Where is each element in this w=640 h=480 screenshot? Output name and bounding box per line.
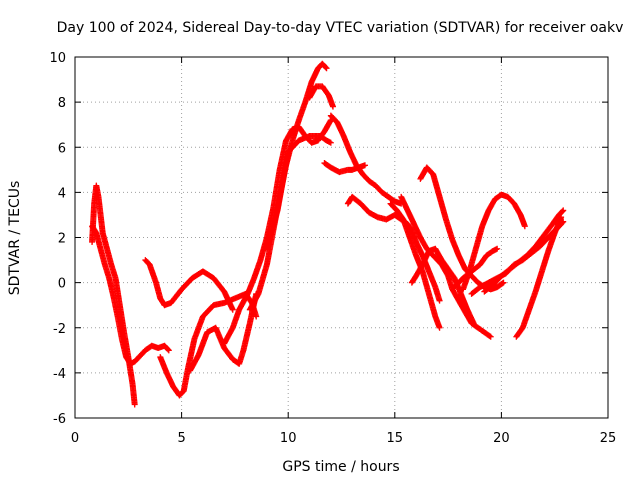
y-tick-label: -4 — [53, 367, 66, 382]
x-tick-label: 25 — [600, 431, 617, 446]
data-series — [89, 223, 172, 367]
data-series — [306, 83, 336, 110]
data-point — [322, 64, 329, 71]
data-point — [323, 65, 330, 72]
data-series — [481, 207, 567, 295]
y-tick-label: 2 — [58, 232, 66, 247]
y-tick-label: 8 — [58, 96, 66, 111]
data-point — [560, 207, 567, 214]
y-tick-label: 10 — [49, 51, 66, 66]
data-point — [327, 139, 334, 146]
data-point — [558, 214, 565, 221]
y-tick-label: -6 — [53, 412, 66, 427]
x-tick-label: 15 — [387, 431, 404, 446]
x-tick-label: 0 — [71, 431, 79, 446]
x-tick-label: 20 — [493, 431, 510, 446]
series-layer — [89, 60, 567, 408]
data-point — [164, 346, 171, 353]
data-point — [436, 297, 443, 304]
axis-ticks: 0 5 10 15 20 25 -6 -4 -2 0 2 4 6 8 10 — [49, 51, 616, 446]
data-point — [487, 333, 494, 340]
data-point — [361, 162, 368, 169]
data-series — [545, 218, 567, 241]
chart-title: Day 100 of 2024, Sidereal Day-to-day VTE… — [57, 20, 624, 36]
data-point — [559, 208, 566, 215]
data-point — [559, 219, 566, 226]
data-point — [500, 279, 507, 286]
data-point — [521, 223, 528, 230]
data-point — [494, 245, 501, 252]
y-axis-label: SDTVAR / TECUs — [7, 181, 23, 296]
data-series — [344, 193, 443, 304]
y-tick-label: 4 — [58, 186, 66, 201]
x-axis-label: GPS time / hours — [282, 459, 399, 475]
data-point — [131, 401, 138, 408]
x-tick-label: 5 — [177, 431, 185, 446]
data-point — [560, 218, 567, 225]
data-point — [165, 347, 172, 354]
data-point — [329, 103, 336, 110]
data-series — [460, 191, 528, 293]
data-point — [229, 306, 236, 313]
grid-lines — [75, 57, 608, 418]
y-tick-label: 0 — [58, 277, 66, 292]
data-series — [327, 112, 405, 207]
data-series — [513, 214, 565, 340]
data-point — [436, 324, 443, 331]
data-series — [263, 132, 334, 252]
y-tick-label: -2 — [53, 322, 66, 337]
data-point — [470, 320, 477, 327]
data-series — [321, 160, 368, 176]
data-series — [387, 200, 443, 331]
x-tick-label: 10 — [280, 431, 297, 446]
y-tick-label: 6 — [58, 141, 66, 156]
